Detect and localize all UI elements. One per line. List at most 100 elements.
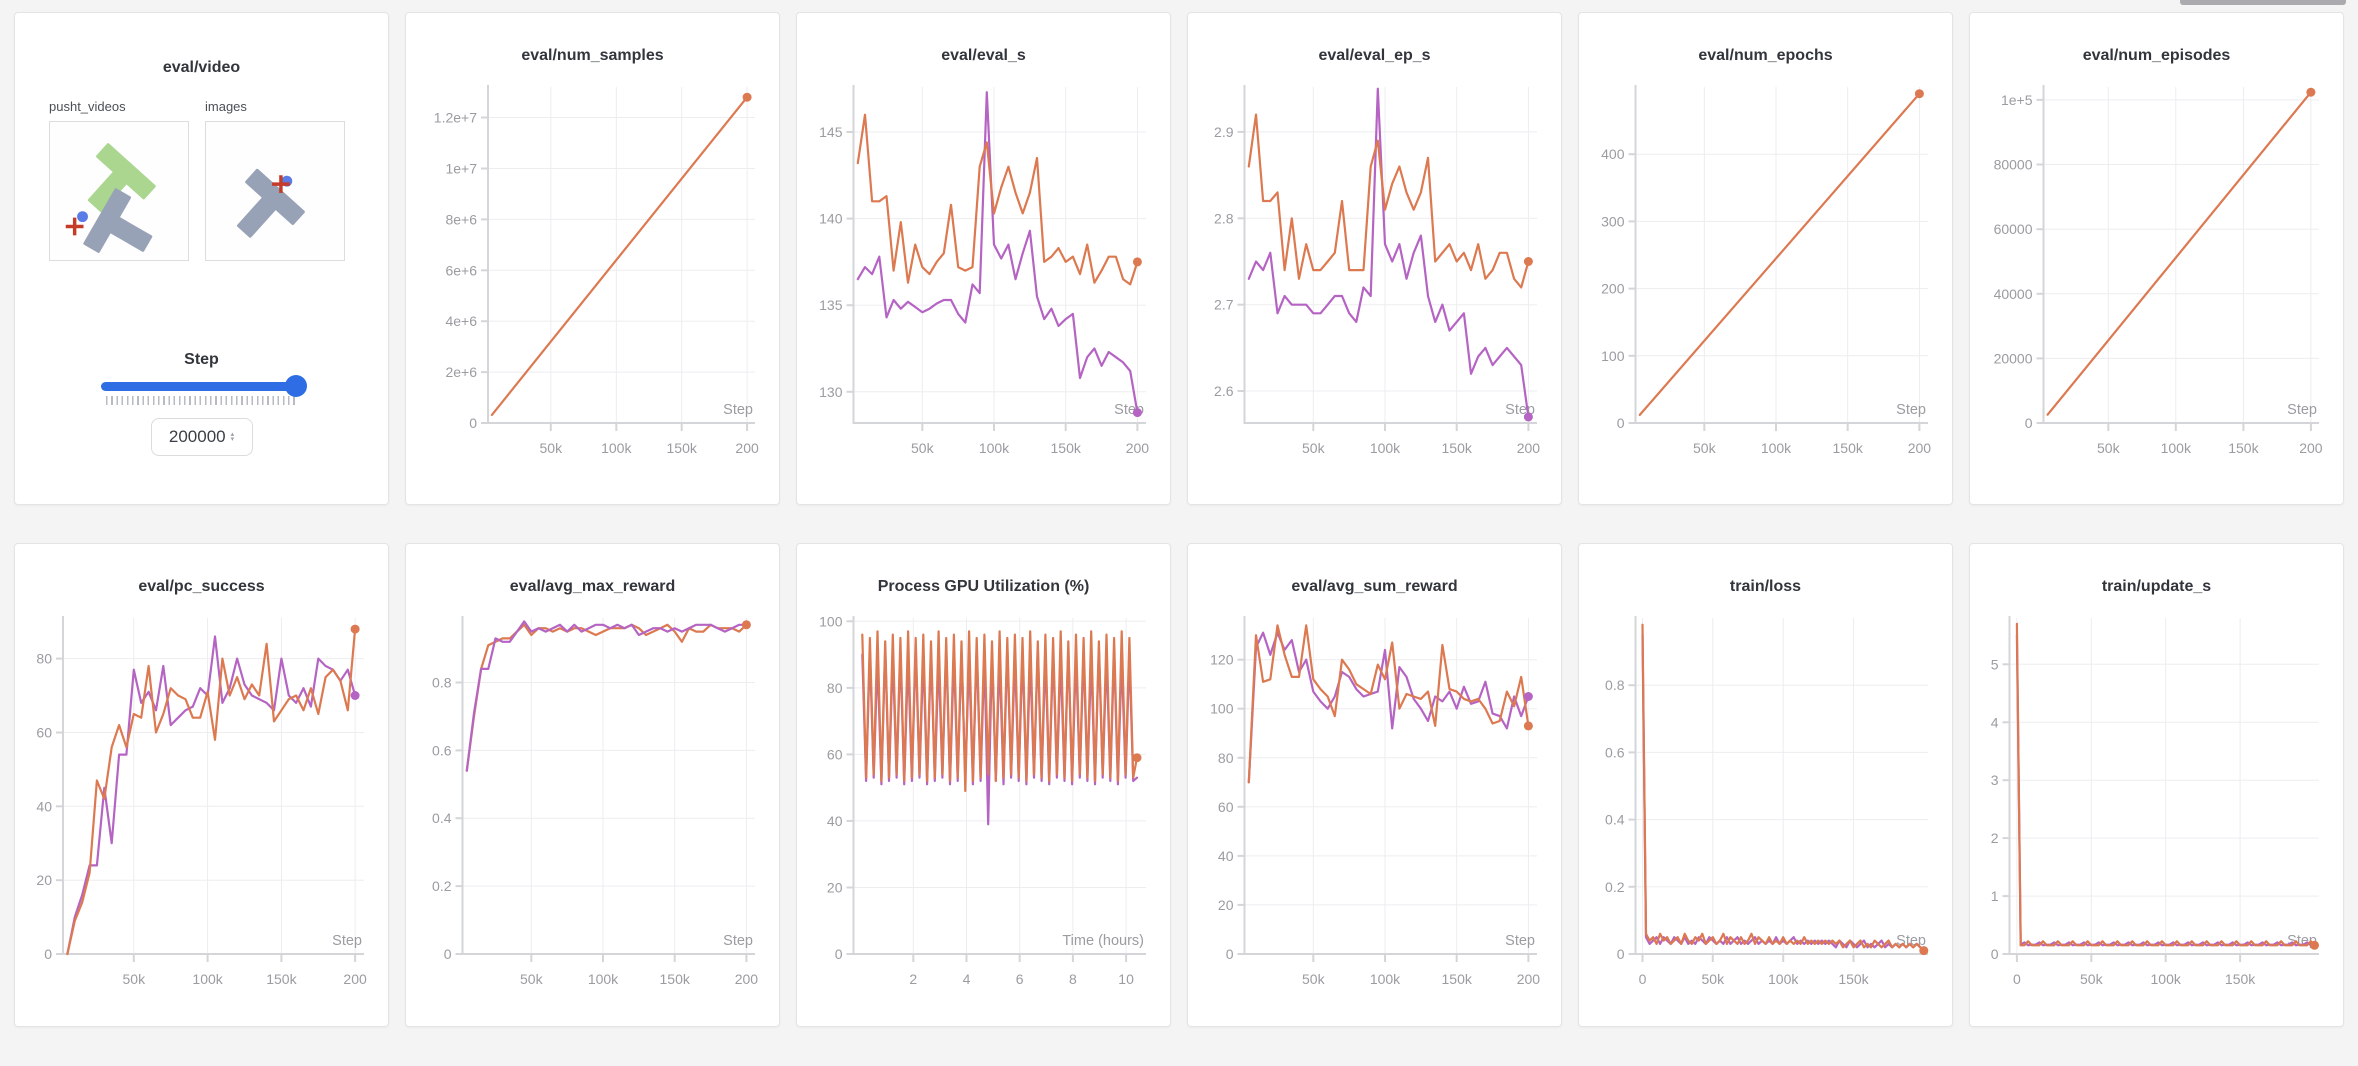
media-label-pusht-videos: pusht_videos	[49, 99, 126, 114]
chart-title: eval/pc_success	[138, 578, 265, 595]
dashboard-grid: eval/video pusht_videos	[14, 12, 2344, 1027]
svg-text:200: 200	[1516, 440, 1540, 456]
line-chart[interactable]: 0 20 40 60 80 100 2 4 6 8 10 Time (hours)	[808, 608, 1160, 1006]
svg-text:100k: 100k	[1768, 971, 1799, 987]
svg-text:1: 1	[1990, 888, 1998, 904]
svg-text:20000: 20000	[1993, 350, 2032, 366]
chart-panel: eval/eval_s 130 135 140 145 50k 100k 150k 200 St…	[796, 12, 1171, 505]
pusht-scene-image	[65, 143, 156, 253]
svg-text:50k: 50k	[2080, 971, 2104, 987]
spinner-down-icon[interactable]: ▾	[230, 436, 235, 443]
svg-text:100: 100	[819, 613, 843, 629]
line-chart[interactable]: 0 2e+6 4e+6 6e+6 8e+6 1e+7 1.2e+7 50k 100k 150k 20…	[417, 77, 769, 475]
svg-text:Step: Step	[1505, 933, 1535, 949]
svg-text:150k: 150k	[1050, 440, 1081, 456]
svg-text:200: 200	[734, 971, 758, 987]
svg-text:1e+7: 1e+7	[445, 161, 477, 177]
svg-text:140: 140	[819, 211, 843, 227]
slider-tick-marks	[105, 396, 298, 405]
chart-title: Process GPU Utilization (%)	[877, 578, 1090, 595]
svg-text:100k: 100k	[2150, 971, 2181, 987]
svg-text:100k: 100k	[1369, 440, 1400, 456]
horizontal-scrollbar-thumb[interactable]	[2180, 0, 2346, 5]
svg-text:100k: 100k	[1369, 971, 1400, 987]
svg-text:80000: 80000	[1993, 157, 2032, 173]
svg-text:150k: 150k	[659, 971, 690, 987]
media-item-images: images	[205, 99, 345, 261]
svg-text:50k: 50k	[1302, 971, 1326, 987]
svg-text:300: 300	[1601, 213, 1625, 229]
media-label-images: images	[205, 99, 247, 114]
pusht-video-thumbnail[interactable]	[49, 121, 189, 261]
chart-title: eval/num_episodes	[2082, 47, 2231, 64]
step-slider[interactable]	[100, 375, 307, 405]
svg-text:0: 0	[44, 946, 52, 962]
svg-text:40: 40	[36, 798, 52, 814]
slider-handle[interactable]	[284, 375, 307, 397]
media-item-pusht-videos: pusht_videos	[49, 99, 189, 261]
svg-text:0.8: 0.8	[1605, 677, 1625, 693]
step-value: 200000	[168, 427, 226, 446]
chart-panel: train/loss 0 0.2 0.4 0.6 0.8 0 50k 100k 150k Step	[1578, 543, 1953, 1027]
step-number-input[interactable]: 200000 ▴ ▾	[150, 418, 253, 456]
spinner-up-icon[interactable]: ▴	[230, 431, 235, 438]
svg-text:200: 200	[735, 440, 759, 456]
svg-text:8: 8	[1069, 971, 1077, 987]
svg-text:145: 145	[819, 124, 843, 140]
svg-text:0: 0	[834, 946, 842, 962]
svg-text:50k: 50k	[911, 440, 935, 456]
svg-text:2: 2	[909, 971, 917, 987]
svg-text:120: 120	[1210, 652, 1234, 668]
agent-dot	[77, 211, 88, 223]
svg-text:100k: 100k	[2160, 440, 2191, 456]
line-chart[interactable]: 0 0.2 0.4 0.6 0.8 50k 100k 150k 200 Step	[417, 608, 769, 1006]
svg-text:40: 40	[1217, 848, 1233, 864]
images-thumbnail[interactable]	[205, 121, 345, 261]
svg-text:100: 100	[1210, 701, 1234, 717]
svg-text:2.8: 2.8	[1214, 210, 1234, 226]
line-chart[interactable]: 0 20000 40000 60000 80000 1e+5 50k 100k 150k 200 S…	[1981, 77, 2333, 475]
svg-text:0.2: 0.2	[1605, 879, 1625, 895]
svg-text:150k: 150k	[1441, 440, 1472, 456]
svg-text:0.6: 0.6	[1605, 744, 1625, 760]
media-panel-title: eval/video	[162, 59, 241, 76]
svg-text:0: 0	[2013, 971, 2021, 987]
slider-track[interactable]	[100, 375, 307, 397]
svg-text:6: 6	[1015, 971, 1023, 987]
svg-text:5: 5	[1990, 656, 1998, 672]
svg-text:0.4: 0.4	[1605, 812, 1625, 828]
svg-text:10: 10	[1118, 971, 1134, 987]
svg-text:3: 3	[1990, 772, 1998, 788]
svg-text:150k: 150k	[666, 440, 697, 456]
number-spinner[interactable]: ▴ ▾	[230, 431, 235, 443]
chart-title: eval/eval_s	[941, 47, 1026, 64]
svg-text:4: 4	[962, 971, 970, 987]
svg-text:0: 0	[469, 415, 477, 431]
svg-text:40: 40	[826, 813, 842, 829]
svg-text:200: 200	[343, 971, 367, 987]
svg-text:4: 4	[1990, 714, 1998, 730]
svg-text:0: 0	[443, 946, 451, 962]
svg-text:6e+6: 6e+6	[445, 262, 477, 278]
chart-panel: eval/num_samples 0 2e+6 4e+6 6e+6 8e+6 1e+7 1.…	[405, 12, 780, 505]
line-chart[interactable]: 0 100 200 300 400 50k 100k 150k 200 Step	[1590, 77, 1942, 475]
svg-text:8e+6: 8e+6	[445, 211, 477, 227]
chart-panel: eval/avg_sum_reward 0 20 40 60 80 100 120 50k 10…	[1187, 543, 1562, 1027]
svg-text:100k: 100k	[978, 440, 1009, 456]
goal-cross	[65, 217, 84, 236]
line-chart[interactable]: 0 20 40 60 80 100 120 50k 100k 150k 200 Step	[1199, 608, 1551, 1006]
chart-title: eval/avg_max_reward	[509, 578, 676, 595]
svg-text:80: 80	[1217, 750, 1233, 766]
svg-text:0.2: 0.2	[432, 878, 452, 894]
svg-text:100k: 100k	[1760, 440, 1791, 456]
chart-title: eval/avg_sum_reward	[1291, 578, 1458, 595]
svg-text:Step: Step	[2287, 402, 2317, 418]
line-chart[interactable]: 0 20 40 60 80 50k 100k 150k 200 Step	[26, 608, 378, 1006]
svg-text:1e+5: 1e+5	[2000, 92, 2032, 108]
chart-title: eval/eval_ep_s	[1318, 47, 1431, 64]
svg-text:20: 20	[36, 872, 52, 888]
